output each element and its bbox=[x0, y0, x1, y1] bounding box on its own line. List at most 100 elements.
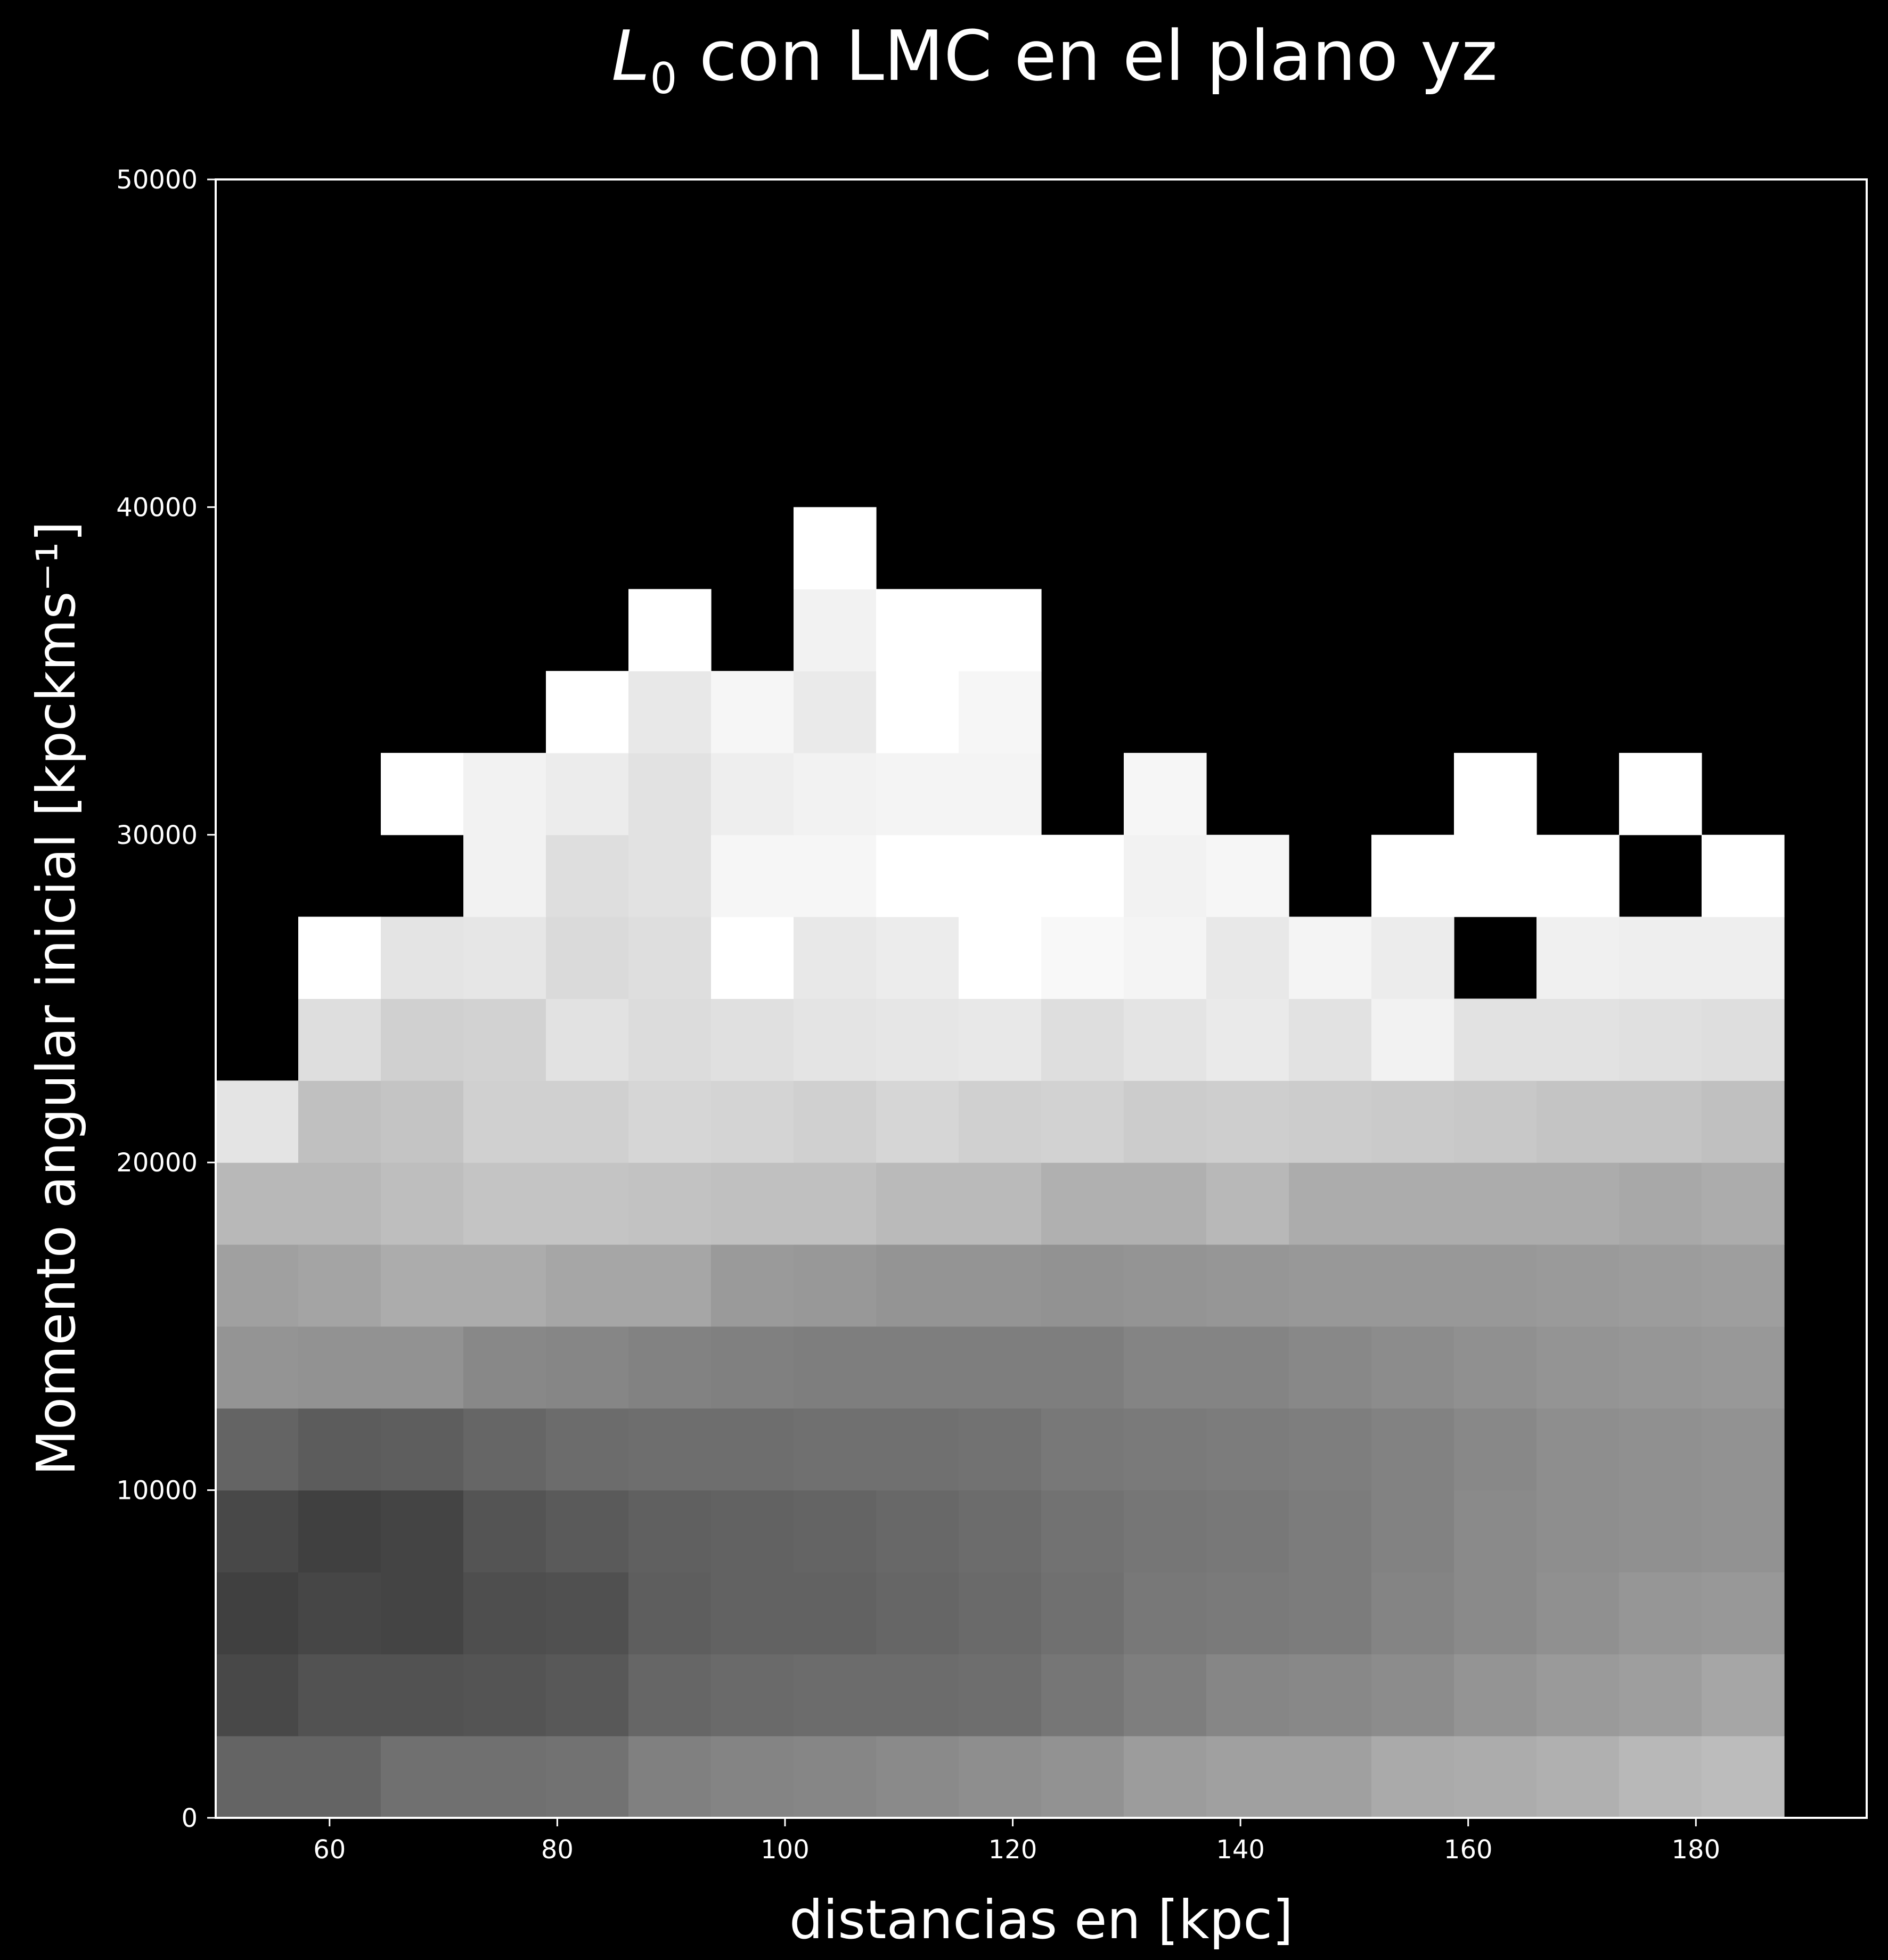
heatmap-cell bbox=[876, 1490, 959, 1573]
heatmap-cell bbox=[959, 1572, 1042, 1654]
heatmap-cell bbox=[298, 1244, 381, 1327]
heatmap-cell bbox=[1619, 1080, 1702, 1163]
heatmap-cell bbox=[1041, 1572, 1124, 1654]
y-tick-label: 30000 bbox=[116, 821, 198, 850]
heatmap-cell bbox=[794, 1490, 877, 1573]
heatmap-cell bbox=[1454, 1244, 1537, 1327]
heatmap-cell bbox=[546, 1162, 629, 1245]
heatmap-cell bbox=[546, 1326, 629, 1409]
heatmap-cell bbox=[794, 1408, 877, 1491]
heatmap-cell bbox=[711, 998, 794, 1081]
heatmap-cell bbox=[794, 752, 877, 835]
heatmap-cell bbox=[1041, 1080, 1124, 1163]
heatmap-cell bbox=[1041, 998, 1124, 1081]
heatmap-cell bbox=[628, 916, 712, 999]
heatmap-cell bbox=[216, 1572, 299, 1654]
heatmap-cell bbox=[1124, 1572, 1207, 1654]
heatmap-cell bbox=[1289, 1572, 1372, 1654]
heatmap-cell bbox=[381, 1736, 464, 1818]
heatmap-cell bbox=[959, 834, 1042, 917]
heatmap-cell bbox=[1619, 752, 1702, 835]
heatmap-cell bbox=[711, 1736, 794, 1818]
heatmap-cell bbox=[1619, 1572, 1702, 1654]
heatmap-cell bbox=[794, 671, 877, 753]
heatmap-cell bbox=[711, 1244, 794, 1327]
heatmap-cell bbox=[628, 1572, 712, 1654]
x-axis: 60 80 100 120 140 160 180 bbox=[313, 1818, 1720, 1865]
heatmap-cell bbox=[1371, 1326, 1454, 1409]
heatmap-cell bbox=[546, 671, 629, 753]
heatmap-cell bbox=[1206, 1490, 1289, 1573]
heatmap-cell bbox=[876, 589, 959, 671]
heatmap-cell bbox=[1454, 1654, 1537, 1736]
heatmap-cell bbox=[1702, 1080, 1785, 1163]
heatmap-cell bbox=[711, 1080, 794, 1163]
heatmap-cell bbox=[959, 1736, 1042, 1818]
heatmap-cell bbox=[959, 671, 1042, 753]
heatmap-cell bbox=[546, 916, 629, 999]
heatmap-cell bbox=[546, 1736, 629, 1818]
heatmap-cell bbox=[1206, 834, 1289, 917]
heatmap-cell bbox=[463, 1162, 546, 1245]
chart-title-subscript: 0 bbox=[650, 54, 677, 103]
heatmap-cell bbox=[711, 671, 794, 753]
heatmap-cell bbox=[1289, 1326, 1372, 1409]
heatmap-cell bbox=[628, 1490, 712, 1573]
heatmap-cell bbox=[1124, 1244, 1207, 1327]
heatmap-cell bbox=[1371, 1408, 1454, 1491]
chart-title: L0 con LMC en el plano yz bbox=[611, 15, 1498, 103]
heatmap-cell bbox=[1619, 998, 1702, 1081]
heatmap-cell bbox=[381, 1572, 464, 1654]
heatmap-cell bbox=[546, 1408, 629, 1491]
heatmap-cell bbox=[711, 1408, 794, 1491]
heatmap-cell bbox=[794, 589, 877, 671]
heatmap-cell bbox=[381, 1326, 464, 1409]
heatmap-cell bbox=[1124, 1490, 1207, 1573]
heatmap-cell bbox=[1619, 1162, 1702, 1245]
heatmap-cell bbox=[1206, 1326, 1289, 1409]
heatmap-cell bbox=[546, 834, 629, 917]
heatmap-cell bbox=[1371, 1244, 1454, 1327]
heatmap-cell bbox=[1536, 1736, 1620, 1818]
x-tick-label: 160 bbox=[1444, 1835, 1493, 1865]
heatmap-cell bbox=[1454, 834, 1537, 917]
heatmap-cell bbox=[381, 998, 464, 1081]
heatmap-cell bbox=[1371, 998, 1454, 1081]
heatmap-cell bbox=[1536, 998, 1620, 1081]
heatmap-cell bbox=[1206, 1572, 1289, 1654]
heatmap-cell bbox=[1289, 916, 1372, 999]
heatmap-cell bbox=[1702, 1654, 1785, 1736]
heatmap-cell bbox=[463, 998, 546, 1081]
heatmap-cell bbox=[959, 1244, 1042, 1327]
heatmap-cell bbox=[1619, 916, 1702, 999]
heatmap-cell bbox=[1041, 1736, 1124, 1818]
heatmap-cell bbox=[628, 1080, 712, 1163]
heatmap-cell bbox=[298, 1490, 381, 1573]
heatmap-cell bbox=[1371, 1736, 1454, 1818]
heatmap-cell bbox=[1454, 1572, 1537, 1654]
heatmap-cell bbox=[876, 916, 959, 999]
y-tick-label: 0 bbox=[181, 1803, 198, 1833]
y-axis-label: Momento angular inicial [kpckms⁻¹] bbox=[25, 521, 87, 1476]
heatmap-cell bbox=[959, 916, 1042, 999]
heatmap-cell bbox=[1124, 916, 1207, 999]
heatmap-cell bbox=[1702, 1572, 1785, 1654]
heatmap-cell bbox=[381, 916, 464, 999]
heatmap-cell bbox=[628, 1244, 712, 1327]
heatmap-cell bbox=[1371, 916, 1454, 999]
heatmap-cell bbox=[1536, 1408, 1620, 1491]
heatmap-cell bbox=[1041, 916, 1124, 999]
heatmap-cell bbox=[1124, 752, 1207, 835]
heatmap-cell bbox=[463, 752, 546, 835]
heatmap-cell bbox=[1206, 1244, 1289, 1327]
heatmap-cell bbox=[876, 1408, 959, 1491]
chart-title-rest: con LMC en el plano yz bbox=[677, 15, 1498, 96]
heatmap-cell bbox=[546, 1490, 629, 1573]
heatmap-cell bbox=[1454, 1162, 1537, 1245]
heatmap-cell bbox=[298, 1408, 381, 1491]
heatmap-cell bbox=[463, 1080, 546, 1163]
heatmap-cell bbox=[1702, 998, 1785, 1081]
heatmap-cell bbox=[628, 1736, 712, 1818]
x-tick-label: 180 bbox=[1671, 1835, 1720, 1865]
heatmap-cell bbox=[298, 916, 381, 999]
